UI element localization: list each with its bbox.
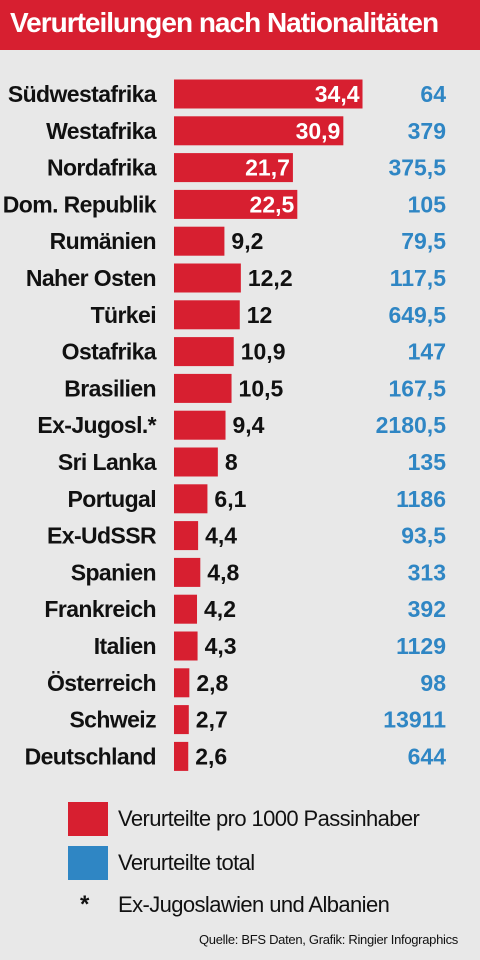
value-label-türkei: 12	[247, 302, 273, 328]
bar-österreich	[174, 668, 190, 698]
total-label-ex-udssr: 93,5	[401, 523, 446, 549]
value-label-dom-republik: 22,5	[250, 191, 295, 217]
value-label-ostafrika: 10,9	[241, 339, 286, 365]
value-label-frankreich: 4,2	[204, 596, 236, 622]
bar-deutschland	[174, 741, 189, 771]
total-label-frankreich: 392	[408, 596, 446, 622]
bar-südwestafrika	[174, 79, 363, 109]
bar-brasilien	[174, 373, 232, 403]
value-label-ex-jugosl: 9,4	[233, 412, 265, 438]
total-label-südwestafrika: 64	[420, 81, 446, 107]
category-label-rumänien: Rumänien	[50, 228, 156, 254]
source-credit: Quelle: BFS Daten, Grafik: Ringier Infog…	[198, 932, 458, 947]
bar-westafrika	[174, 116, 344, 146]
total-label-italien: 1129	[396, 633, 446, 659]
legend-label-total: Verurteilte total	[118, 850, 255, 875]
category-label-westafrika: Westafrika	[46, 118, 157, 144]
total-label-brasilien: 167,5	[388, 375, 446, 401]
value-label-italien: 4,3	[205, 633, 237, 659]
value-label-rumänien: 9,2	[231, 228, 263, 254]
bar-portugal	[174, 484, 208, 514]
category-label-sri-lanka: Sri Lanka	[58, 449, 157, 475]
total-label-türkei: 649,5	[388, 302, 446, 328]
bar-frankreich	[174, 594, 198, 624]
total-label-naher-osten: 117,5	[390, 265, 446, 291]
value-label-südwestafrika: 34,4	[315, 81, 360, 107]
category-label-brasilien: Brasilien	[64, 375, 156, 401]
total-label-schweiz: 13911	[383, 707, 446, 733]
category-label-naher-osten: Naher Osten	[26, 265, 156, 291]
value-label-spanien: 4,8	[207, 559, 239, 585]
category-label-türkei: Türkei	[91, 302, 156, 328]
value-label-brasilien: 10,5	[239, 375, 284, 401]
value-label-sri-lanka: 8	[225, 449, 238, 475]
category-label-portugal: Portugal	[68, 486, 156, 512]
total-label-österreich: 98	[420, 670, 446, 696]
bar-dom-republik	[174, 189, 298, 219]
footnote-text: Ex-Jugoslawien und Albanien	[118, 892, 390, 917]
total-label-spanien: 313	[408, 559, 446, 585]
total-label-westafrika: 379	[408, 118, 446, 144]
bar-sri-lanka	[174, 447, 218, 477]
category-label-spanien: Spanien	[71, 559, 156, 585]
bar-italien	[174, 631, 198, 661]
value-label-österreich: 2,8	[196, 670, 228, 696]
category-label-nordafrika: Nordafrika	[47, 155, 157, 181]
bar-türkei	[174, 300, 240, 330]
bar-nordafrika	[174, 153, 293, 183]
category-label-dom-republik: Dom. Republik	[3, 191, 157, 217]
bar-ex-udssr	[174, 521, 199, 551]
bar-naher-osten	[174, 263, 241, 293]
category-label-frankreich: Frankreich	[44, 596, 156, 622]
bar-schweiz	[174, 705, 189, 735]
value-label-naher-osten: 12,2	[248, 265, 293, 291]
value-label-deutschland: 2,6	[195, 743, 227, 769]
category-label-ex-jugosl: Ex-Jugosl.*	[37, 412, 156, 438]
value-label-westafrika: 30,9	[296, 118, 341, 144]
legend-label-rate: Verurteilte pro 1000 Passinhaber	[118, 806, 420, 831]
value-label-nordafrika: 21,7	[245, 155, 290, 181]
legend-swatch-blue	[68, 846, 108, 880]
category-label-deutschland: Deutschland	[25, 743, 156, 769]
value-label-ex-udssr: 4,4	[205, 523, 237, 549]
bar-ostafrika	[174, 337, 234, 367]
bar-chart: Südwestafrika 34,4 64 Westafrika 30,9 379 Nord…	[3, 79, 447, 771]
total-label-dom-republik: 105	[408, 191, 447, 217]
total-label-portugal: 1186	[396, 486, 446, 512]
category-label-italien: Italien	[94, 633, 156, 659]
total-label-rumänien: 79,5	[401, 228, 446, 254]
footnote-marker: *	[80, 891, 90, 918]
category-label-schweiz: Schweiz	[69, 707, 156, 733]
title-bar: Verurteilungen nach Nationalitäten	[0, 0, 480, 50]
total-label-deutschland: 644	[408, 743, 447, 769]
value-label-schweiz: 2,7	[196, 707, 228, 733]
category-label-südwestafrika: Südwestafrika	[8, 81, 157, 107]
total-label-ex-jugosl: 2180,5	[376, 412, 447, 438]
category-label-österreich: Österreich	[47, 670, 156, 696]
bar-ex-jugosl	[174, 410, 226, 440]
category-label-ostafrika: Ostafrika	[62, 339, 157, 365]
bar-spanien	[174, 557, 201, 587]
total-label-sri-lanka: 135	[408, 449, 447, 475]
value-label-portugal: 6,1	[214, 486, 246, 512]
legend-swatch-red	[68, 802, 108, 836]
chart-title: Verurteilungen nach Nationalitäten	[10, 7, 439, 38]
bar-rumänien	[174, 226, 225, 256]
category-label-ex-udssr: Ex-UdSSR	[47, 523, 157, 549]
total-label-nordafrika: 375,5	[388, 155, 446, 181]
total-label-ostafrika: 147	[408, 339, 446, 365]
